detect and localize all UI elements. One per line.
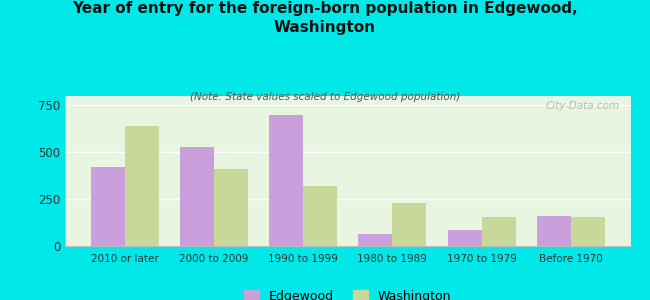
Bar	[269, 115, 303, 246]
Bar	[91, 167, 125, 246]
Bar	[180, 147, 214, 246]
Bar	[482, 217, 515, 246]
Bar	[571, 217, 605, 246]
Bar	[393, 203, 426, 246]
Bar	[303, 186, 337, 246]
Bar	[537, 216, 571, 246]
Legend: Edgewood, Washington: Edgewood, Washington	[239, 285, 456, 300]
Bar	[125, 126, 159, 246]
Bar	[358, 234, 393, 246]
Text: (Note: State values scaled to Edgewood population): (Note: State values scaled to Edgewood p…	[190, 92, 460, 101]
Text: City-Data.com: City-Data.com	[545, 100, 619, 110]
Text: Year of entry for the foreign-born population in Edgewood,
Washington: Year of entry for the foreign-born popul…	[72, 2, 578, 35]
Bar	[448, 230, 482, 246]
Bar	[214, 169, 248, 246]
